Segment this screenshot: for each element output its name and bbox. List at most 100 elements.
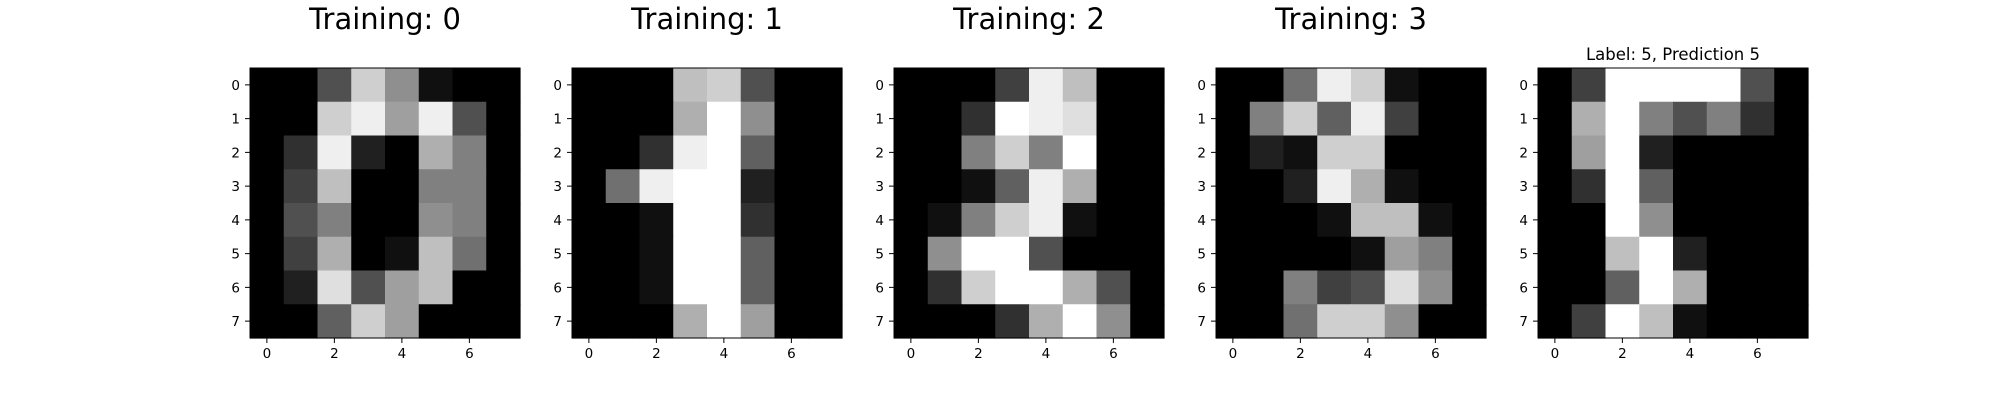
pixel-cell — [317, 304, 352, 339]
pixel-cell — [1740, 270, 1775, 305]
pixel-cell — [317, 270, 352, 305]
pixel-cell — [1096, 68, 1131, 103]
pixel-cell — [894, 135, 929, 170]
y-tick-label: 1 — [875, 112, 884, 128]
image-cells — [1538, 68, 1809, 339]
y-tick-label: 7 — [875, 314, 884, 330]
pixel-cell — [1283, 68, 1318, 103]
pixel-cell — [317, 169, 352, 204]
y-tick-label: 2 — [231, 145, 240, 161]
pixel-cell — [1706, 68, 1742, 103]
pixel-cell — [486, 169, 521, 204]
pixel-cell — [1130, 68, 1165, 103]
pixel-cell — [961, 203, 996, 238]
x-tick-label: 0 — [907, 346, 916, 362]
pixel-cell — [452, 169, 487, 204]
pixel-cell — [486, 68, 521, 103]
pixel-cell — [283, 169, 319, 204]
pixel-cell — [572, 270, 607, 305]
y-tick-label: 0 — [1519, 78, 1528, 94]
digit-panel-0: Training: 0 0 2 4 6 0 1 2 3 4 5 6 7 — [231, 2, 521, 362]
y-tick-label: 6 — [231, 280, 240, 296]
y-tick-label: 1 — [231, 112, 240, 128]
pixel-cell — [1130, 236, 1165, 272]
pixel-cell — [1216, 101, 1251, 137]
pixel-cell — [961, 270, 996, 305]
pixel-cell — [1706, 270, 1742, 305]
pixel-cell — [351, 304, 386, 339]
y-tick-label: 6 — [1197, 280, 1206, 296]
y-tick-label: 4 — [875, 213, 884, 229]
x-tick-label: 6 — [1431, 346, 1440, 362]
y-tick-label: 7 — [1197, 314, 1206, 330]
pixel-cell — [317, 135, 352, 170]
y-tick-label: 3 — [875, 179, 884, 195]
pixel-cell — [673, 304, 708, 339]
pixel-cell — [351, 169, 386, 204]
pixel-cell — [740, 236, 776, 272]
pixel-cell — [1605, 169, 1640, 204]
pixel-cell — [1706, 236, 1742, 272]
y-tick-label: 2 — [1519, 145, 1528, 161]
pixel-cell — [1538, 203, 1573, 238]
pixel-cell — [808, 169, 843, 204]
y-tick-label: 4 — [553, 213, 562, 229]
pixel-cell — [1740, 135, 1775, 170]
pixel-cell — [317, 101, 352, 137]
pixel-cell — [452, 236, 487, 272]
pixel-cell — [995, 203, 1030, 238]
y-tick-label: 5 — [553, 247, 562, 263]
pixel-cell — [1384, 203, 1420, 238]
panel-title: Training: 2 — [952, 2, 1105, 36]
pixel-cell — [1096, 270, 1131, 305]
pixel-cell — [572, 68, 607, 103]
pixel-cell — [1351, 304, 1386, 339]
pixel-cell — [995, 270, 1030, 305]
pixel-cell — [673, 270, 708, 305]
pixel-cell — [1740, 203, 1775, 238]
pixel-cell — [1571, 169, 1607, 204]
pixel-cell — [740, 203, 776, 238]
pixel-cell — [1384, 68, 1420, 103]
y-tick-label: 4 — [1197, 213, 1206, 229]
pixel-cell — [927, 236, 963, 272]
y-tick-label: 0 — [1197, 78, 1206, 94]
pixel-cell — [1605, 68, 1640, 103]
pixel-cell — [1418, 270, 1453, 305]
axes-frame — [1215, 67, 1487, 339]
pixel-cell — [1029, 304, 1064, 339]
pixel-cell — [894, 68, 929, 103]
pixel-cell — [1774, 135, 1809, 170]
pixel-cell — [1216, 68, 1251, 103]
pixel-cell — [385, 68, 420, 103]
pixel-cell — [1706, 135, 1742, 170]
pixel-cell — [486, 236, 521, 272]
pixel-cell — [1317, 101, 1352, 137]
pixel-cell — [995, 135, 1030, 170]
pixel-cell — [1673, 169, 1708, 204]
pixel-cell — [1639, 270, 1674, 305]
pixel-cell — [1639, 68, 1674, 103]
pixel-cell — [961, 101, 996, 137]
pixel-cell — [1452, 203, 1487, 238]
pixel-cell — [1096, 101, 1131, 137]
pixel-cell — [1774, 270, 1809, 305]
x-tick-label: 2 — [330, 346, 339, 362]
pixel-cell — [1384, 101, 1420, 137]
pixel-cell — [1317, 203, 1352, 238]
pixel-cell — [1384, 270, 1420, 305]
digit-panel-2: Training: 2 0 2 4 6 0 1 2 3 4 5 6 7 — [875, 2, 1165, 362]
pixel-cell — [927, 203, 963, 238]
pixel-cell — [605, 101, 641, 137]
pixel-cell — [1418, 68, 1453, 103]
pixel-cell — [250, 169, 285, 204]
pixel-cell — [452, 135, 487, 170]
pixel-cell — [707, 68, 742, 103]
pixel-cell — [486, 304, 521, 339]
pixel-cell — [1384, 169, 1420, 204]
pixel-cell — [317, 203, 352, 238]
pixel-cell — [1283, 304, 1318, 339]
pixel-cell — [283, 203, 319, 238]
pixel-cell — [927, 169, 963, 204]
pixel-cell — [673, 236, 708, 272]
